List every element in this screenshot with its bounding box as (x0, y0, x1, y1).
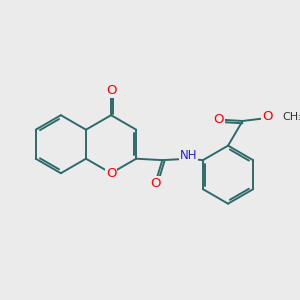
Text: NH: NH (180, 149, 197, 162)
Text: CH₃: CH₃ (282, 112, 300, 122)
Text: O: O (106, 84, 116, 97)
Text: O: O (214, 113, 224, 126)
Text: O: O (106, 167, 116, 180)
Text: O: O (262, 110, 273, 123)
Text: O: O (150, 177, 160, 190)
